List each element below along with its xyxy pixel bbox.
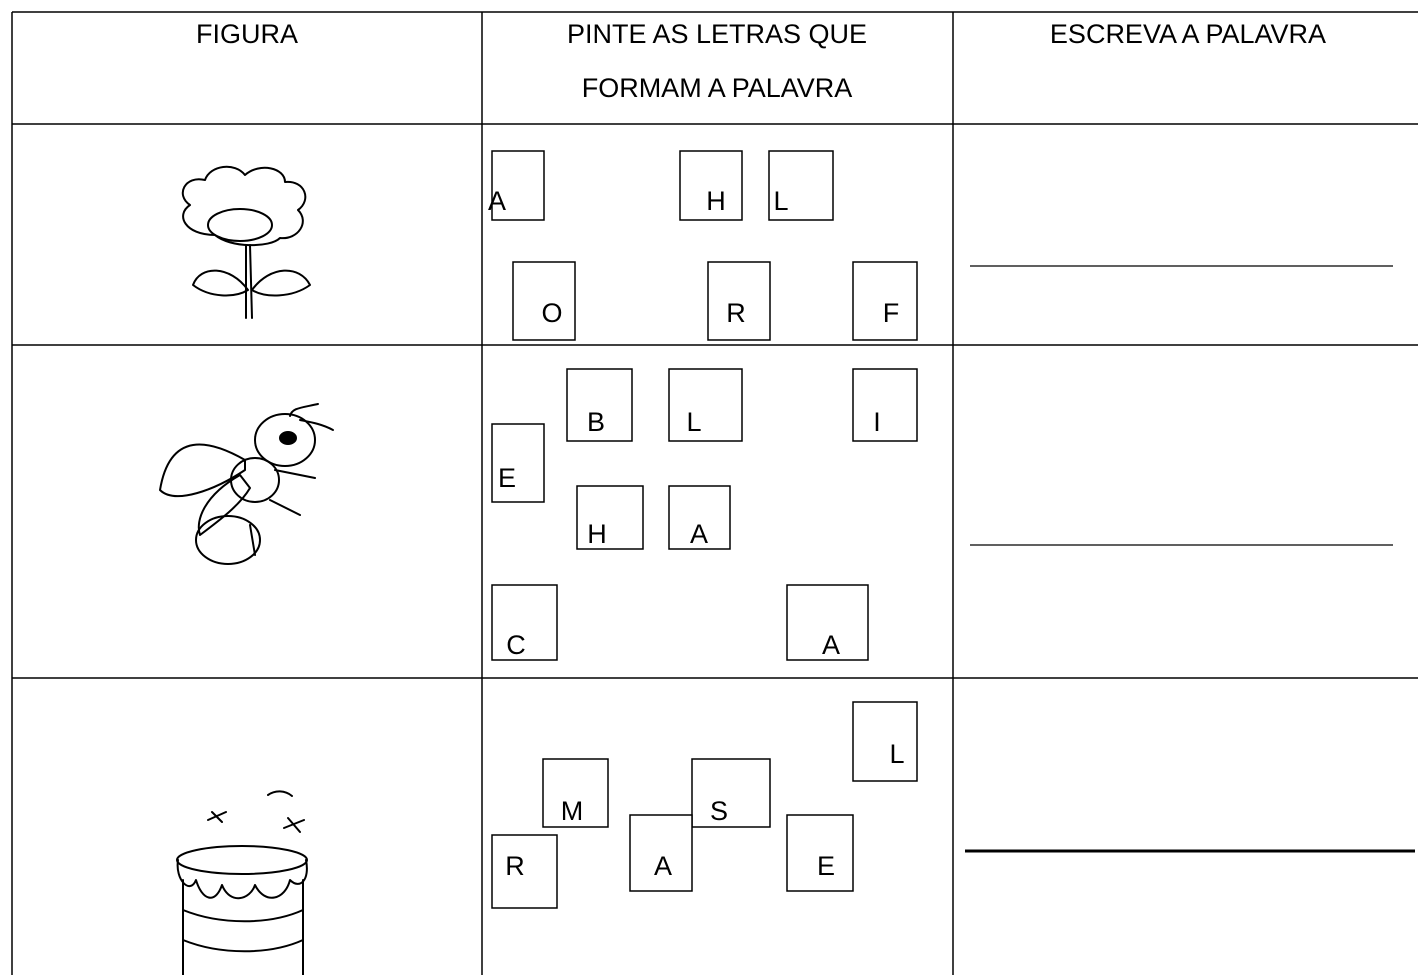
letter-box — [786, 584, 869, 661]
letter: L — [686, 407, 701, 437]
letter: S — [710, 796, 728, 826]
letter: I — [873, 407, 881, 437]
bee-drawing — [159, 403, 334, 565]
letter-box — [852, 261, 918, 341]
letter: A — [654, 851, 672, 881]
letter-box — [491, 150, 545, 221]
header-letters-line: FORMAM A PALAVRA — [582, 73, 853, 103]
table-grid — [11, 11, 1418, 975]
letter: C — [506, 630, 526, 660]
letter: M — [561, 796, 584, 826]
letter: A — [488, 186, 506, 216]
letter: H — [706, 186, 726, 216]
letter-box — [852, 368, 918, 442]
letter: O — [541, 298, 562, 328]
letter-box — [668, 485, 731, 550]
letter-boxes: A H L O R F B L I E H A C A L M S R A E — [488, 150, 918, 909]
letter-box — [512, 261, 576, 341]
letter: L — [773, 186, 788, 216]
letter: B — [587, 407, 605, 437]
letter-box — [629, 814, 693, 892]
letter-box — [491, 584, 558, 661]
letter: E — [817, 851, 835, 881]
letter-box — [542, 758, 609, 828]
letter-box — [768, 150, 834, 221]
letter: L — [889, 739, 904, 769]
letter-box — [786, 814, 854, 892]
letter-box — [852, 701, 918, 782]
header-letters-line: PINTE AS LETRAS QUE — [567, 19, 867, 49]
honey-pot-drawing — [176, 790, 308, 975]
letter-box — [679, 150, 743, 221]
header-write: ESCREVA A PALAVRA — [1050, 19, 1326, 49]
letter-box — [691, 758, 771, 828]
letter-box — [491, 834, 558, 909]
letter: A — [690, 519, 708, 549]
letter: E — [498, 463, 516, 493]
letter: R — [505, 851, 525, 881]
flower-drawing — [181, 165, 311, 319]
letter-box — [566, 368, 633, 442]
letter: R — [726, 298, 746, 328]
header-figure: FIGURA — [196, 19, 298, 49]
letter-box — [707, 261, 771, 341]
letter-box — [576, 485, 644, 550]
letter-box — [491, 423, 545, 503]
letter-box — [668, 368, 743, 442]
letter: H — [587, 519, 607, 549]
letter: F — [883, 298, 900, 328]
letter: A — [822, 630, 840, 660]
